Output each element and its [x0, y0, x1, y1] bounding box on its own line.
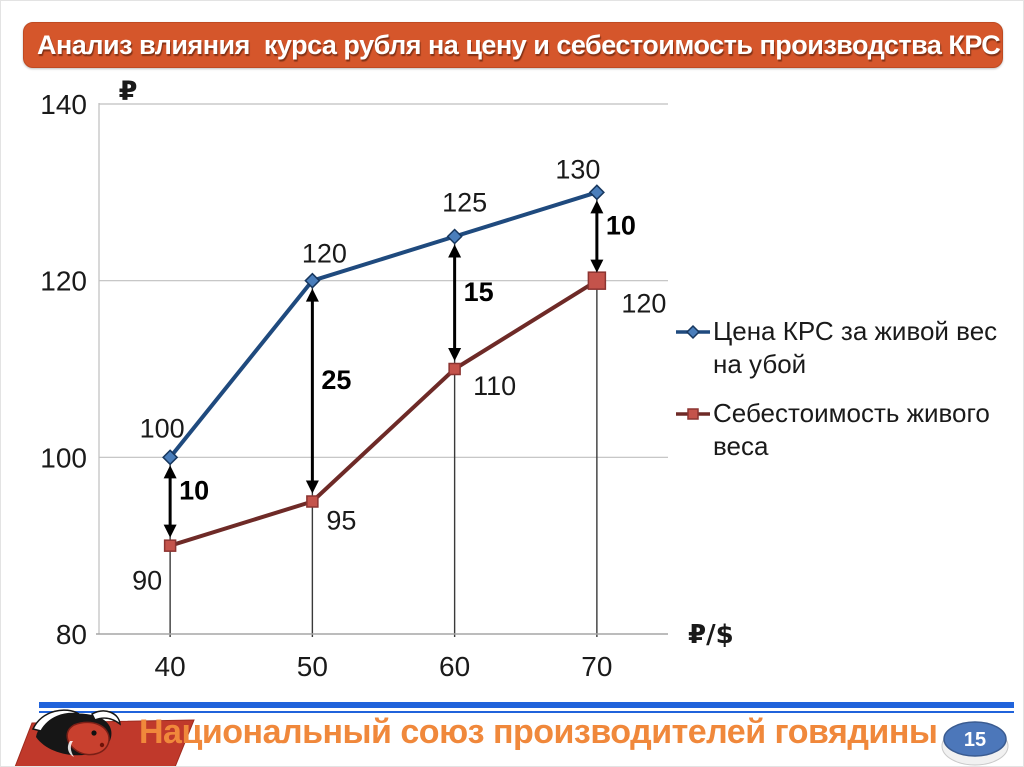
arrow-head-up-40 [163, 465, 177, 479]
legend-swatch-marker [685, 324, 701, 340]
arrow-head-up-70 [590, 200, 604, 214]
page-number-badge: 15 [941, 721, 1009, 766]
arrow-head-up-50 [305, 288, 319, 302]
legend-swatch-marker [687, 408, 699, 420]
data-label-0-120: 120 [302, 239, 347, 269]
legend-cost-line-square-icon [676, 408, 710, 420]
arrow-label-40: 10 [179, 476, 209, 506]
data-label-0-130: 130 [555, 154, 600, 184]
arrow-head-down-60 [448, 348, 462, 361]
data-label-0-125: 125 [442, 188, 487, 218]
slide-title-bar: Анализ влияния курса рубля на цену и себ… [23, 22, 1003, 68]
legend-label-cost: Себестоимость живого веса [713, 398, 990, 461]
arrow-head-up-60 [448, 244, 462, 258]
chart-legend: Цена КРС за живой вес на убой Себестоимо… [675, 315, 1023, 479]
footer-divider-thick [39, 702, 1014, 708]
bull-head-logo-icon [14, 709, 195, 766]
x-tick-label-40: 40 [155, 651, 186, 682]
y-tick-label-120: 120 [40, 266, 87, 297]
arrow-label-60: 15 [464, 277, 494, 307]
x-axis-title: ₽/$ [688, 620, 734, 650]
legend-price-line-diamond-icon [676, 324, 710, 340]
line-chart: 80 100 120 140 40 50 60 70 ₽ ₽/$ 100 120 125 130 90 95 1… [40, 76, 734, 682]
page-number: 15 [964, 729, 986, 751]
series-line-0 [168, 190, 598, 459]
y-tick-label-80: 80 [56, 619, 87, 650]
footer-org-name: Национальный союз производителей говядин… [139, 713, 938, 751]
x-tick-label-70: 70 [581, 651, 612, 682]
data-point-price-50 [304, 272, 321, 289]
legend-item-price: Цена КРС за живой вес на убой [675, 315, 1023, 381]
slide-title-text: Анализ влияния курса рубля на цену и себ… [37, 29, 1001, 60]
legend-label-price: Цена КРС за живой вес на убой [713, 316, 998, 379]
x-tick-label-50: 50 [297, 651, 328, 682]
data-label-0-100: 100 [140, 413, 185, 443]
legend-item-cost: Себестоимость живого веса [675, 397, 1023, 463]
data-label-1-95: 95 [326, 506, 356, 536]
arrow-label-70: 10 [606, 211, 636, 241]
data-point-price-60 [446, 228, 463, 245]
data-point-price-40 [162, 449, 179, 466]
data-label-1-120: 120 [621, 289, 666, 319]
arrow-head-down-40 [163, 524, 177, 538]
x-tick-label-60: 60 [439, 651, 470, 682]
series-line-1 [169, 278, 598, 548]
data-label-1-110: 110 [473, 371, 516, 401]
footer-divider-thin [39, 711, 1014, 713]
arrow-label-50: 25 [321, 365, 351, 395]
y-tick-label-140: 140 [40, 89, 87, 120]
y-axis-title: ₽ [119, 76, 138, 107]
arrow-head-down-70 [590, 259, 604, 273]
y-tick-label-100: 100 [40, 442, 87, 473]
data-label-1-90: 90 [132, 566, 162, 596]
arrow-head-down-50 [305, 480, 319, 494]
data-point-price-70 [588, 184, 605, 201]
data-point-cost-60 [448, 362, 461, 376]
data-point-cost-70 [587, 271, 607, 290]
data-point-cost-50 [306, 495, 319, 508]
data-point-cost-40 [163, 539, 177, 552]
